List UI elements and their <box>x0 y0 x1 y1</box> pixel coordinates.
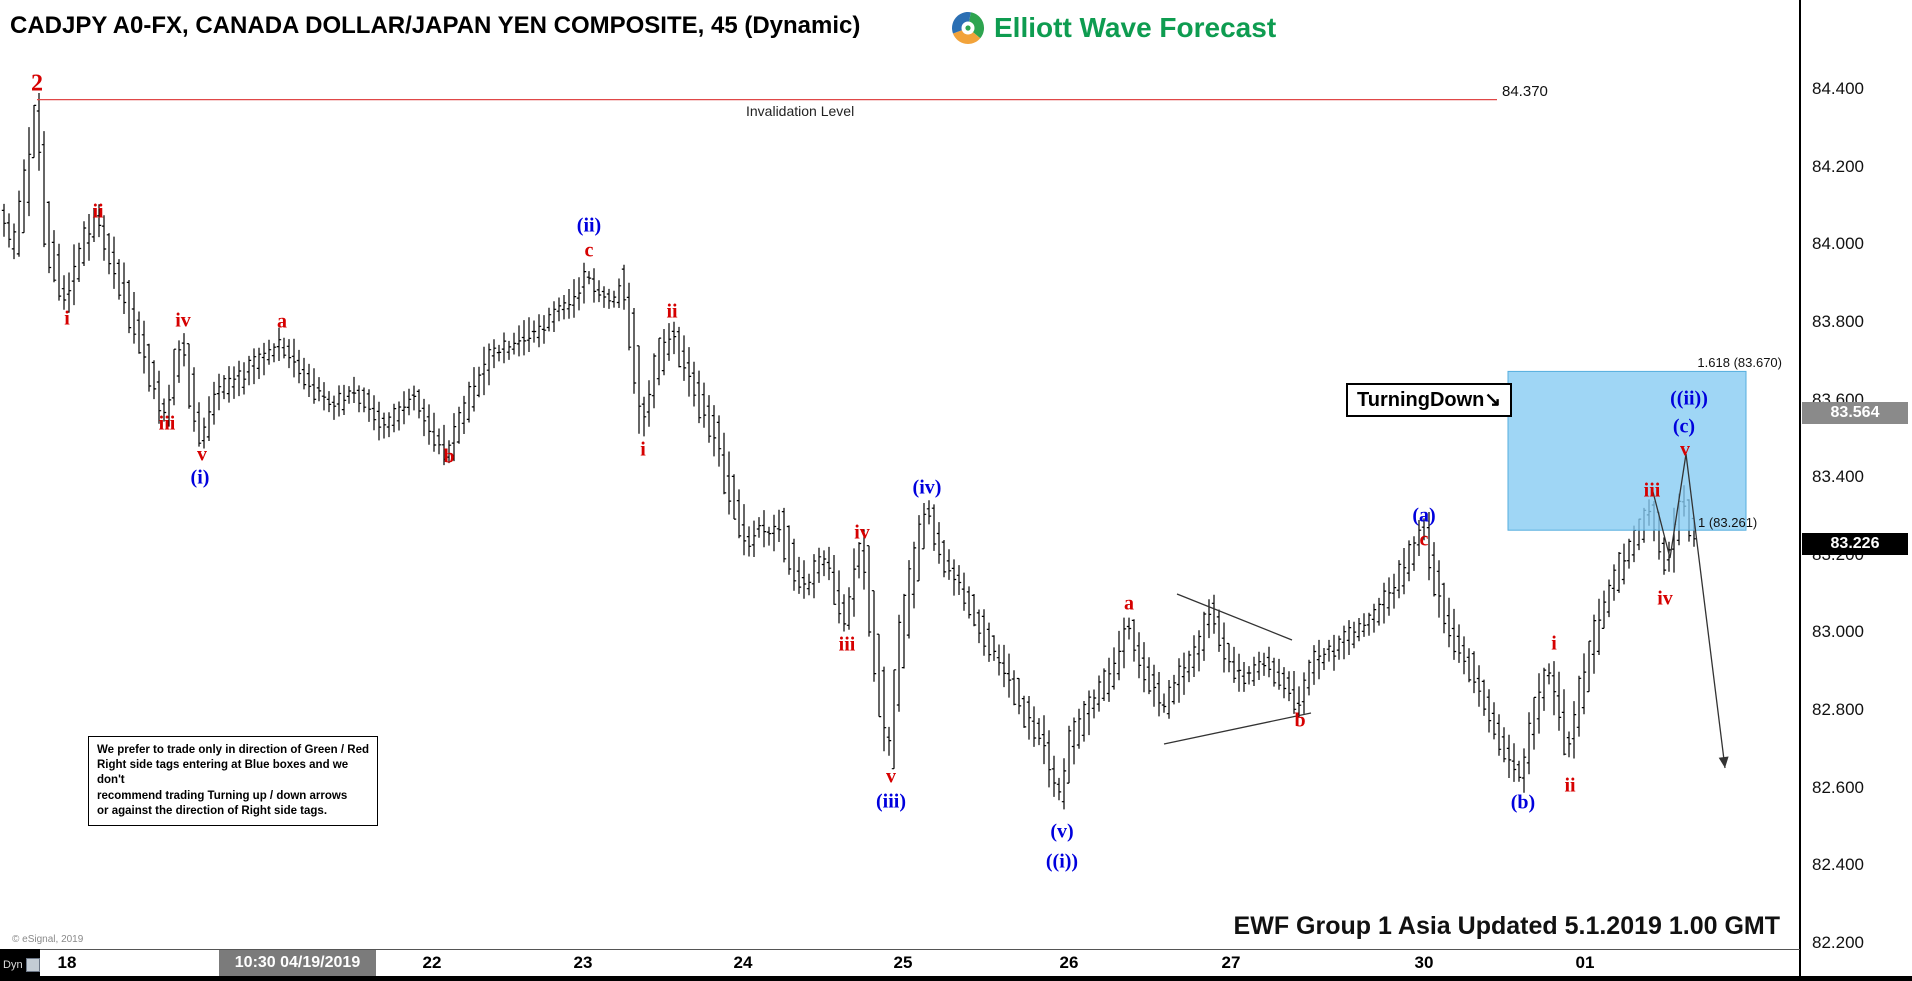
disclaimer-line: or against the direction of Right side t… <box>97 804 328 817</box>
price-tick: 83.000 <box>1812 622 1864 642</box>
wave-label-i: i <box>1551 632 1557 655</box>
wave-label-ii: ((ii)) <box>1670 387 1708 410</box>
invalidation-price-label: 84.370 <box>1502 83 1548 100</box>
wave-label-v: v <box>886 765 896 788</box>
wave-label-iii: iii <box>838 633 856 656</box>
date-tick-01: 01 <box>1575 953 1595 972</box>
crosshair-time-badge: 10:30 04/19/2019 <box>219 950 376 976</box>
wave-label-2: 2 <box>31 70 43 97</box>
date-tick-25: 25 <box>893 953 913 972</box>
wave-label-a: (a) <box>1412 504 1436 527</box>
price-tick: 84.200 <box>1812 156 1864 176</box>
wave-label-i: i <box>64 307 70 330</box>
bottom-edge-bar <box>0 976 1912 981</box>
wave-label-iv: iv <box>175 309 191 332</box>
disclaimer-line: Right side tags entering at Blue boxes a… <box>97 759 349 787</box>
disclaimer-box: We prefer to trade only in direction of … <box>88 736 378 826</box>
wave-label-i: ((i)) <box>1045 850 1079 873</box>
wave-label-v: v <box>197 443 207 466</box>
price-tick: 83.800 <box>1812 311 1864 331</box>
wave-label-b: b <box>443 445 455 468</box>
brand-logo: Elliott Wave Forecast <box>950 10 1276 46</box>
wave-label-ii: (ii) <box>576 214 602 237</box>
price-tick: 82.800 <box>1812 700 1864 720</box>
blue-box <box>1507 370 1747 531</box>
wave-label-ii: ii <box>92 200 104 223</box>
price-tick: 82.200 <box>1812 932 1864 952</box>
projection-arrow-icon <box>1718 756 1729 768</box>
wave-label-v: (v) <box>1050 820 1074 843</box>
wave-label-ii: ii <box>666 300 678 323</box>
date-tick-18: 18 <box>57 953 77 972</box>
update-note: EWF Group 1 Asia Updated 5.1.2019 1.00 G… <box>1233 912 1780 940</box>
brand-name: Elliott Wave Forecast <box>994 12 1277 43</box>
price-tick: 83.400 <box>1812 467 1864 487</box>
price-tick: 82.600 <box>1812 777 1864 797</box>
wave-label-i: i <box>640 438 646 461</box>
date-tick-22: 22 <box>422 953 442 972</box>
price-badge-dynamic: 83.564 <box>1802 401 1908 424</box>
date-tick-23: 23 <box>573 953 593 972</box>
wave-label-iii: (iii) <box>876 790 906 813</box>
price-badge-last: 83.226 <box>1802 532 1908 555</box>
dyn-mode-box[interactable]: Dyn <box>0 949 40 981</box>
wave-label-iv: iv <box>1657 587 1673 610</box>
trendline-1 <box>1176 593 1293 641</box>
projection-path <box>1651 453 1726 769</box>
wave-label-iii: iii <box>158 412 176 435</box>
turning-down-tag: TurningDown↘ <box>1346 383 1513 417</box>
wave-label-iv: iv <box>854 521 870 544</box>
date-tick-26: 26 <box>1059 953 1079 972</box>
wave-label-a: a <box>1124 592 1134 615</box>
date-tick-27: 27 <box>1221 953 1241 972</box>
dyn-icon <box>25 958 40 972</box>
price-tick: 84.000 <box>1812 234 1864 254</box>
timeline-separator <box>0 949 1800 950</box>
price-bars <box>1 93 1697 810</box>
wave-label-c: c <box>1419 528 1429 551</box>
wave-label-iii: iii <box>1643 479 1661 502</box>
wave-label-b: (b) <box>1510 791 1536 814</box>
wave-label-iv: (iv) <box>912 476 942 499</box>
price-tick: 84.400 <box>1812 79 1864 98</box>
date-tick-30: 30 <box>1414 953 1434 972</box>
wave-label-c: c <box>584 239 594 262</box>
invalidation-level-label: Invalidation Level <box>746 103 855 119</box>
dyn-label: Dyn <box>3 959 23 971</box>
esignal-copyright: © eSignal, 2019 <box>12 934 84 945</box>
disclaimer-line: recommend trading Turning up / down arro… <box>97 789 348 802</box>
chart-title: CADJPY A0-FX, CANADA DOLLAR/JAPAN YEN CO… <box>10 12 861 39</box>
wave-label-v: v <box>1680 438 1690 461</box>
wave-label-c: (c) <box>1672 415 1696 438</box>
turning-down-arrow-icon: ↘ <box>1484 389 1502 411</box>
disclaimer-line: We prefer to trade only in direction of … <box>97 744 369 756</box>
fib-extension-label: 1.618 (83.670) <box>1697 355 1782 370</box>
price-axis-separator <box>1799 0 1801 981</box>
wave-label-a: a <box>277 310 287 333</box>
price-tick: 82.400 <box>1812 855 1864 875</box>
wave-label-b: b <box>1294 709 1306 732</box>
brand-logo-icon <box>952 11 985 44</box>
trendline-2 <box>1163 712 1312 745</box>
date-tick-24: 24 <box>733 953 753 972</box>
fib-base-label: 1 (83.261) <box>1698 515 1758 530</box>
turning-down-text: TurningDown <box>1357 389 1485 411</box>
wave-label-ii: ii <box>1564 774 1576 797</box>
wave-label-i: (i) <box>190 466 210 489</box>
